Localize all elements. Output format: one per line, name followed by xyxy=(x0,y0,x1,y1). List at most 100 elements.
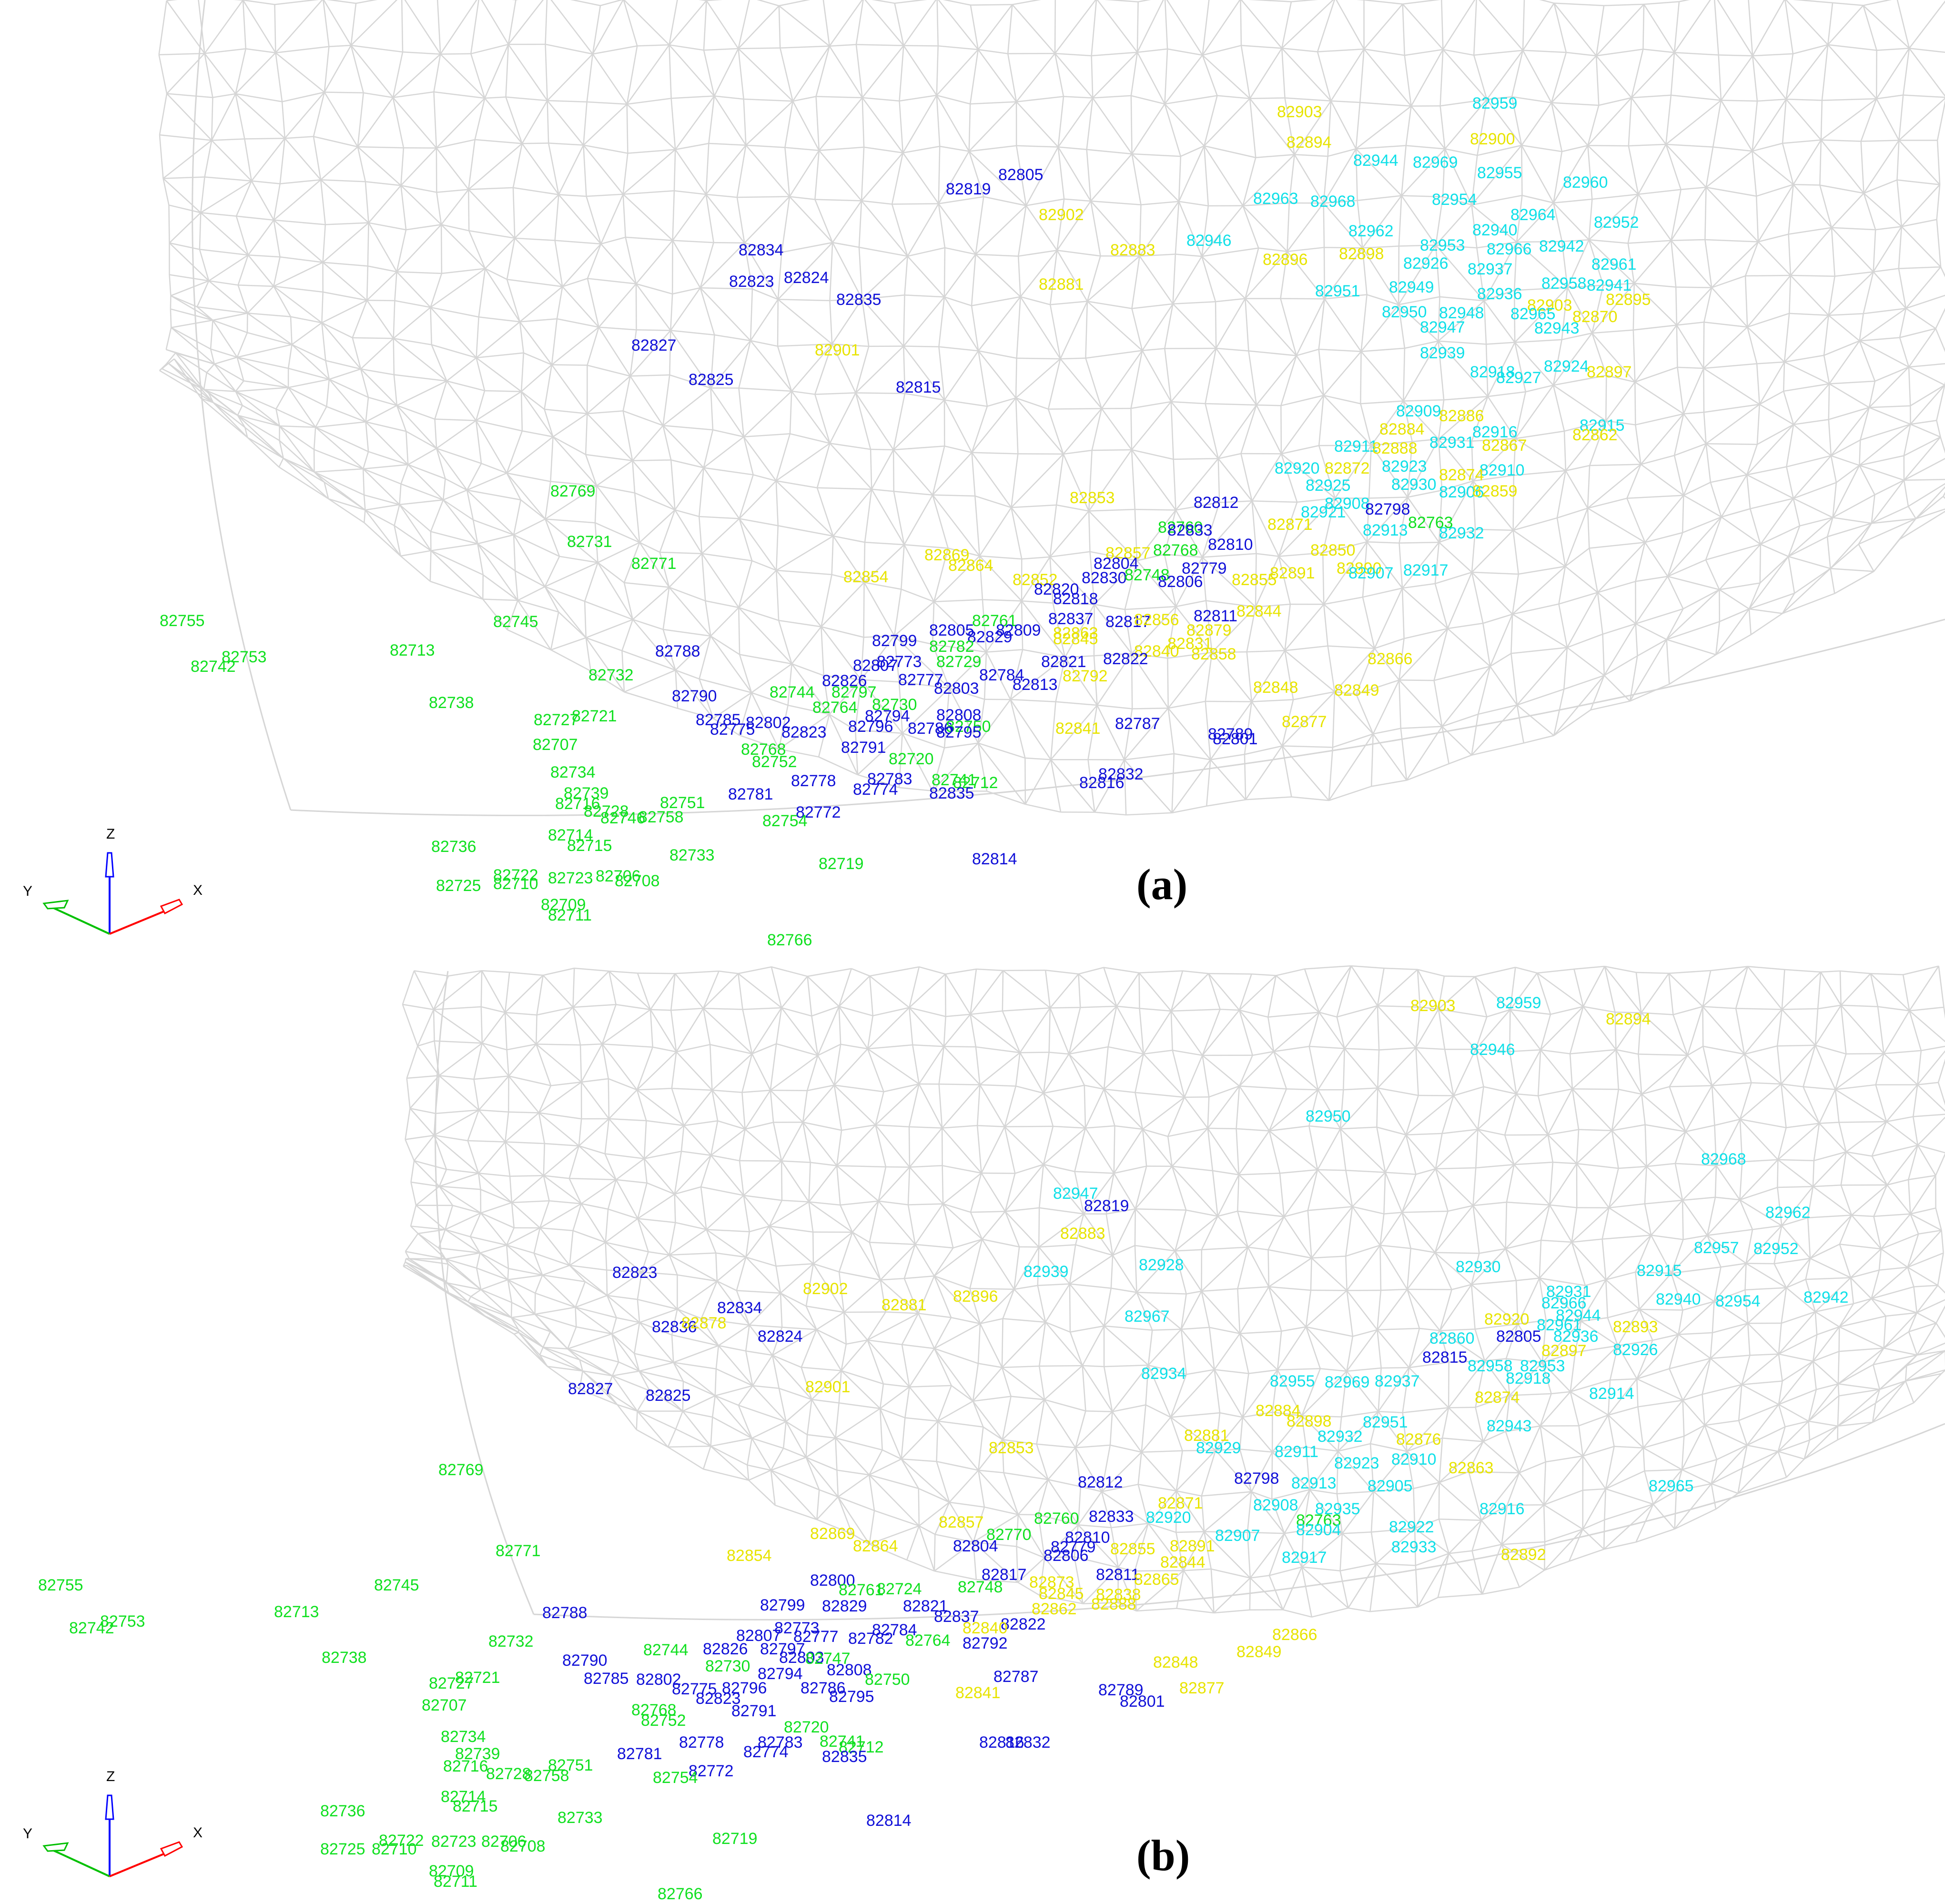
node-label: 82968 xyxy=(1701,1151,1746,1167)
node-label: 82884 xyxy=(1379,421,1425,437)
node-label: 82930 xyxy=(1391,476,1437,493)
node-label: 82888 xyxy=(1372,440,1418,456)
node-label: 82719 xyxy=(819,856,864,872)
node-label: 82771 xyxy=(496,1543,541,1559)
node-label: 82901 xyxy=(815,342,860,358)
node-label: 82814 xyxy=(972,851,1017,867)
node-label: 82916 xyxy=(1479,1501,1525,1517)
node-label: 82869 xyxy=(810,1526,855,1542)
node-label: 82905 xyxy=(1368,1478,1413,1494)
node-label: 82962 xyxy=(1765,1205,1811,1221)
node-label: 82894 xyxy=(1606,1011,1651,1027)
node-label: 82850 xyxy=(1310,542,1356,558)
node-label: 82864 xyxy=(853,1538,898,1554)
node-label: 82835 xyxy=(836,292,881,308)
node-label: 82893 xyxy=(1613,1319,1658,1335)
node-label: 82959 xyxy=(1472,95,1518,111)
node-label: 82752 xyxy=(641,1712,686,1729)
node-label: 82803 xyxy=(934,680,979,697)
node-label: 82902 xyxy=(803,1281,848,1297)
node-label: 82801 xyxy=(1120,1693,1165,1710)
node-label: 82946 xyxy=(1186,233,1232,249)
node-label: 82745 xyxy=(374,1577,419,1593)
node-label: 82937 xyxy=(1468,261,1513,277)
node-label: 82907 xyxy=(1215,1528,1260,1544)
node-label: 82834 xyxy=(717,1300,762,1316)
node-label: 82926 xyxy=(1613,1342,1658,1358)
node-label: 82867 xyxy=(1482,437,1527,454)
node-label: 82792 xyxy=(962,1635,1008,1651)
node-label: 82745 xyxy=(493,614,538,630)
axis-z-label: Z xyxy=(106,826,115,842)
node-label: 82815 xyxy=(896,379,941,395)
node-label: 82823 xyxy=(781,724,827,740)
node-label: 82964 xyxy=(1510,207,1556,223)
node-label: 82951 xyxy=(1315,283,1360,299)
node-label: 82794 xyxy=(865,708,910,724)
node-label: 82865 xyxy=(1134,1571,1179,1588)
node-label: 82752 xyxy=(752,754,797,770)
node-label: 82792 xyxy=(1063,668,1108,684)
node-label: 82849 xyxy=(1334,682,1379,699)
node-label: 82968 xyxy=(1310,193,1356,210)
node-label: 82781 xyxy=(728,786,773,802)
node-label: 82957 xyxy=(1694,1240,1739,1256)
node-label: 82716 xyxy=(443,1758,488,1774)
node-label: 82715 xyxy=(567,838,612,854)
node-label: 82943 xyxy=(1534,320,1580,336)
node-label: 82950 xyxy=(1306,1108,1351,1124)
node-label: 82707 xyxy=(533,737,578,753)
node-label: 82939 xyxy=(1023,1264,1069,1280)
node-label: 82805 xyxy=(998,167,1043,183)
node-label: 82857 xyxy=(939,1514,984,1530)
node-label: 82915 xyxy=(1637,1263,1682,1279)
node-label: 82715 xyxy=(453,1798,498,1814)
node-label: 82896 xyxy=(1263,252,1308,268)
node-label: 82954 xyxy=(1715,1293,1761,1309)
node-label: 82854 xyxy=(727,1548,772,1564)
node-label: 82913 xyxy=(1363,522,1408,538)
node-label: 82804 xyxy=(953,1538,998,1554)
node-label: 82969 xyxy=(1413,154,1458,171)
node-label: 82920 xyxy=(1484,1311,1530,1327)
node-label: 82787 xyxy=(993,1669,1039,1685)
node-label: 82742 xyxy=(69,1620,114,1636)
node-label: 82733 xyxy=(669,847,715,863)
node-label: 82913 xyxy=(1291,1475,1337,1491)
node-label: 82788 xyxy=(542,1605,588,1621)
node-label: 82848 xyxy=(1253,679,1298,696)
node-label: 82707 xyxy=(422,1697,467,1713)
node-label: 82894 xyxy=(1287,134,1332,151)
node-label: 82854 xyxy=(843,569,889,585)
node-label: 82845 xyxy=(1039,1586,1084,1602)
node-label: 82961 xyxy=(1591,256,1637,273)
node-label: 82754 xyxy=(762,813,808,829)
axis-z-label: Z xyxy=(106,1769,115,1784)
node-label: 82926 xyxy=(1403,255,1449,272)
node-label: 82825 xyxy=(646,1387,691,1404)
node-label: 82713 xyxy=(390,642,435,658)
node-label: 82848 xyxy=(1153,1654,1198,1671)
node-label: 82907 xyxy=(1348,565,1394,581)
node-label: 82810 xyxy=(1208,537,1253,553)
node-label: 82902 xyxy=(1039,207,1084,223)
node-label: 82900 xyxy=(1470,131,1515,147)
node-label: 82805 xyxy=(1496,1328,1541,1345)
node-label: 82936 xyxy=(1477,286,1522,302)
node-label: 82844 xyxy=(1160,1554,1205,1570)
node-label: 82798 xyxy=(1234,1470,1279,1487)
node-label: 82891 xyxy=(1170,1538,1215,1554)
node-label: 82814 xyxy=(866,1813,912,1829)
node-label: 82774 xyxy=(743,1744,789,1760)
node-label: 82862 xyxy=(1572,427,1618,443)
node-label: 82769 xyxy=(438,1462,484,1478)
node-label: 82908 xyxy=(1253,1497,1298,1513)
node-label: 82928 xyxy=(1139,1257,1184,1273)
node-label: 82788 xyxy=(655,643,700,659)
node-label: 82939 xyxy=(1420,345,1465,361)
node-label: 82943 xyxy=(1487,1418,1532,1434)
node-label: 82806 xyxy=(1043,1548,1089,1564)
node-label: 82942 xyxy=(1539,238,1584,254)
xyz-axis-triad-icon: Z Y X xyxy=(14,820,214,943)
